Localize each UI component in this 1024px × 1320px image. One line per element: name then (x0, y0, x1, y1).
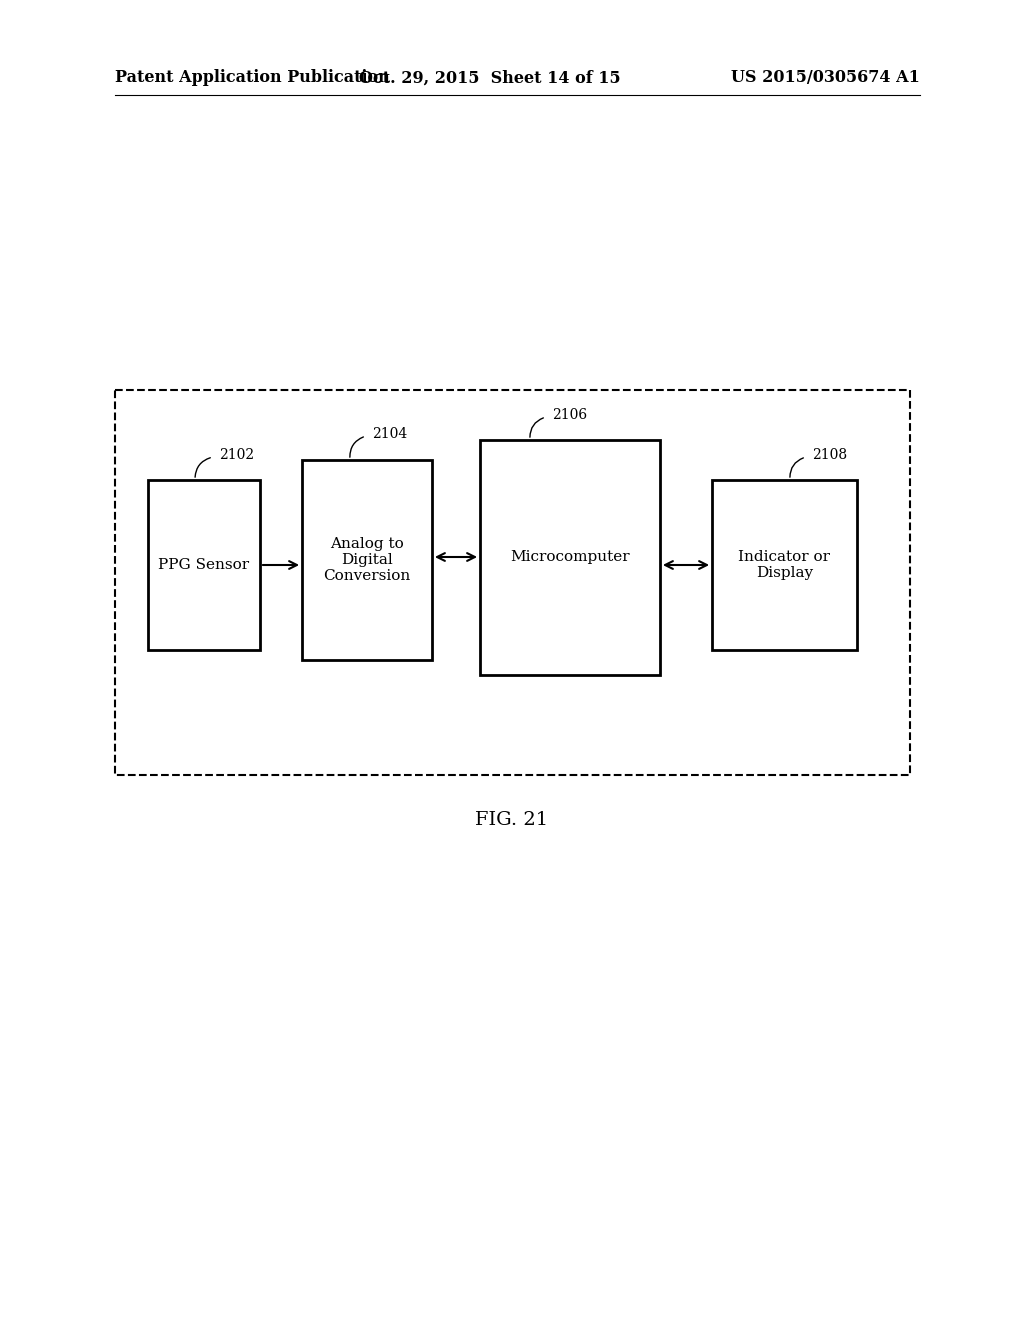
Text: Microcomputer: Microcomputer (510, 550, 630, 565)
Bar (302, 459, 432, 660)
Text: 2102: 2102 (219, 447, 254, 462)
Text: FIG. 21: FIG. 21 (475, 810, 549, 829)
Bar (148, 480, 260, 649)
Text: Indicator or
Display: Indicator or Display (738, 550, 830, 579)
Text: 2108: 2108 (812, 447, 847, 462)
Text: 2106: 2106 (552, 408, 587, 422)
Bar (712, 480, 857, 649)
Text: US 2015/0305674 A1: US 2015/0305674 A1 (731, 70, 920, 87)
Bar (480, 440, 660, 675)
Text: Patent Application Publication: Patent Application Publication (115, 70, 390, 87)
Text: Analog to
Digital
Conversion: Analog to Digital Conversion (324, 537, 411, 583)
Bar (115, 389, 910, 775)
Text: Oct. 29, 2015  Sheet 14 of 15: Oct. 29, 2015 Sheet 14 of 15 (359, 70, 621, 87)
Text: 2104: 2104 (372, 426, 408, 441)
Text: PPG Sensor: PPG Sensor (159, 558, 250, 572)
